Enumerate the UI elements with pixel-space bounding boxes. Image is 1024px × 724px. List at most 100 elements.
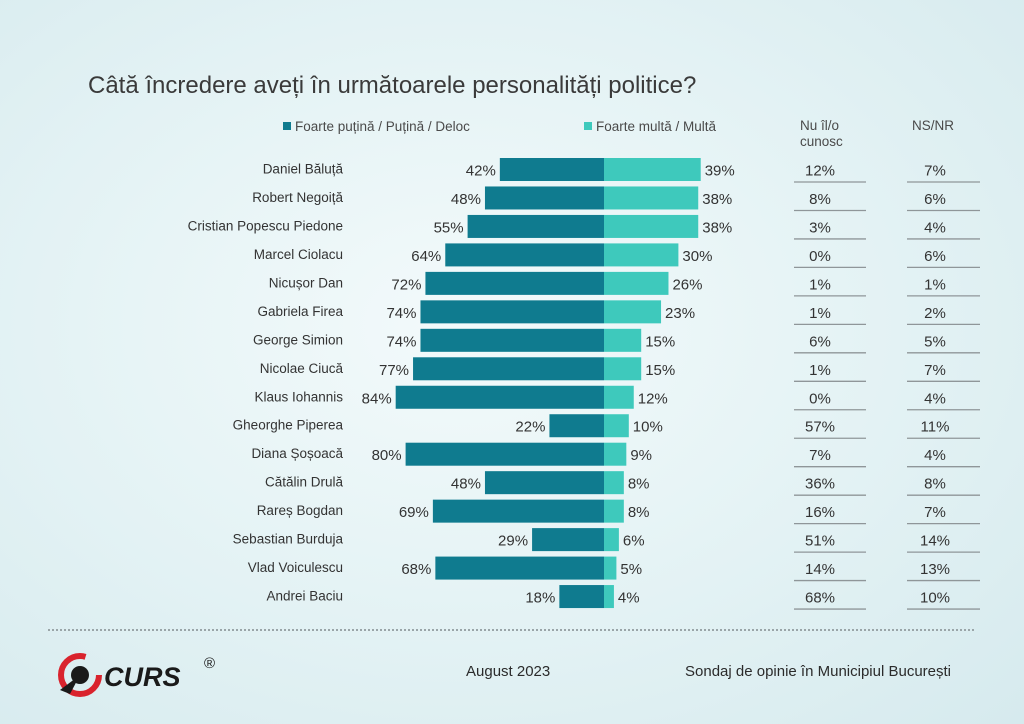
- bar-positive: [604, 442, 627, 466]
- value-label-unknown: 51%: [805, 533, 835, 550]
- value-label-negative: 22%: [515, 419, 545, 436]
- value-label-negative: 42%: [466, 163, 496, 180]
- value-label-nsnr: 1%: [924, 276, 946, 293]
- bar-negative: [432, 499, 604, 523]
- bar-negative: [445, 243, 604, 267]
- value-label-negative: 72%: [391, 276, 421, 293]
- value-label-unknown: 12%: [805, 163, 835, 180]
- curs-logo-mark-icon: [58, 653, 102, 697]
- value-label-positive: 8%: [628, 476, 650, 493]
- value-label-positive: 26%: [672, 276, 702, 293]
- value-label-positive: 30%: [682, 248, 712, 265]
- value-label-unknown: 14%: [805, 561, 835, 578]
- value-label-negative: 74%: [386, 305, 416, 322]
- value-label-unknown: 8%: [809, 191, 831, 208]
- legend-negative-label: Foarte puțină / Puțină / Deloc: [295, 119, 470, 134]
- bar-positive: [604, 214, 699, 238]
- survey-source: Sondaj de opinie în Municipiul București: [685, 663, 951, 680]
- category-label: Klaus Iohannis: [254, 389, 343, 404]
- bar-positive: [604, 300, 662, 324]
- column-header-unknown: Nu îl/o cunosc: [800, 118, 843, 150]
- value-label-positive: 15%: [645, 333, 675, 350]
- category-label: Cătălin Drulă: [265, 475, 344, 490]
- value-label-nsnr: 13%: [920, 561, 950, 578]
- value-label-positive: 4%: [618, 590, 640, 607]
- value-label-negative: 80%: [372, 447, 402, 464]
- value-label-negative: 48%: [451, 191, 481, 208]
- value-label-nsnr: 6%: [924, 191, 946, 208]
- bar-positive: [604, 556, 617, 580]
- category-label: Gheorghe Piperea: [233, 418, 344, 433]
- category-label: Marcel Ciolacu: [254, 247, 343, 262]
- value-label-unknown: 6%: [809, 333, 831, 350]
- category-label: Andrei Baciu: [266, 589, 343, 604]
- value-label-nsnr: 8%: [924, 476, 946, 493]
- bar-positive: [604, 385, 634, 409]
- category-label: George Simion: [253, 332, 343, 347]
- bar-positive: [604, 528, 619, 552]
- value-label-nsnr: 5%: [924, 333, 946, 350]
- footer-divider: [48, 629, 974, 631]
- logo-text: CURS: [104, 662, 181, 692]
- column-header-unknown-line2: cunosc: [800, 134, 843, 149]
- category-label: Daniel Băluță: [263, 162, 344, 177]
- value-label-unknown: 68%: [805, 590, 835, 607]
- survey-date: August 2023: [466, 663, 551, 680]
- category-label: Diana Șoșoacă: [251, 446, 343, 461]
- bar-positive: [604, 186, 699, 210]
- value-label-positive: 10%: [633, 419, 663, 436]
- value-label-positive: 9%: [630, 447, 652, 464]
- value-label-nsnr: 7%: [924, 504, 946, 521]
- category-label: Vlad Voiculescu: [248, 560, 343, 575]
- value-label-unknown: 1%: [809, 362, 831, 379]
- bar-positive: [604, 471, 624, 495]
- column-header-nsnr: NS/NR: [912, 118, 955, 133]
- value-label-nsnr: 11%: [921, 419, 950, 436]
- value-label-negative: 69%: [399, 504, 429, 521]
- legend-positive-swatch: [584, 122, 592, 130]
- value-label-unknown: 0%: [809, 390, 831, 407]
- value-label-nsnr: 2%: [924, 305, 946, 322]
- bar-negative: [413, 357, 604, 381]
- value-label-positive: 12%: [638, 390, 668, 407]
- value-label-negative: 64%: [411, 248, 441, 265]
- bar-positive: [604, 357, 642, 381]
- category-label: Cristian Popescu Piedone: [188, 218, 343, 233]
- bar-negative: [420, 300, 604, 324]
- value-label-nsnr: 4%: [924, 390, 946, 407]
- bar-negative: [484, 471, 604, 495]
- value-label-unknown: 57%: [805, 419, 835, 436]
- legend-positive-label: Foarte multă / Multă: [596, 119, 717, 134]
- value-label-nsnr: 10%: [920, 590, 950, 607]
- bar-positive: [604, 499, 624, 523]
- value-label-positive: 39%: [705, 163, 735, 180]
- bar-positive: [604, 158, 701, 181]
- bar-negative: [467, 214, 604, 238]
- curs-logo: CURS ®: [58, 653, 215, 697]
- bar-negative: [420, 328, 604, 352]
- value-label-unknown: 36%: [805, 476, 835, 493]
- bar-negative: [484, 186, 604, 210]
- category-label: Nicolae Ciucă: [260, 361, 344, 376]
- bar-positive: [604, 243, 679, 267]
- value-label-nsnr: 14%: [920, 533, 950, 550]
- value-label-negative: 74%: [386, 333, 416, 350]
- column-header-unknown-line1: Nu îl/o: [800, 118, 840, 133]
- value-label-positive: 5%: [620, 561, 642, 578]
- value-label-negative: 77%: [379, 362, 409, 379]
- legend-negative: Foarte puțină / Puțină / Deloc: [283, 119, 470, 134]
- value-label-nsnr: 4%: [924, 447, 946, 464]
- value-label-unknown: 0%: [809, 248, 831, 265]
- bar-negative: [532, 528, 604, 552]
- category-label: Rareș Bogdan: [257, 503, 343, 518]
- value-label-positive: 15%: [645, 362, 675, 379]
- logo-registered-mark: ®: [204, 655, 215, 672]
- value-label-nsnr: 7%: [924, 362, 946, 379]
- value-label-negative: 29%: [498, 533, 528, 550]
- bar-positive: [604, 328, 642, 352]
- value-label-negative: 84%: [362, 390, 392, 407]
- value-label-unknown: 7%: [809, 447, 831, 464]
- category-label: Sebastian Burduja: [233, 532, 344, 547]
- value-label-negative: 55%: [434, 219, 464, 236]
- chart-title: Câtă încredere aveți în următoarele pers…: [88, 72, 697, 99]
